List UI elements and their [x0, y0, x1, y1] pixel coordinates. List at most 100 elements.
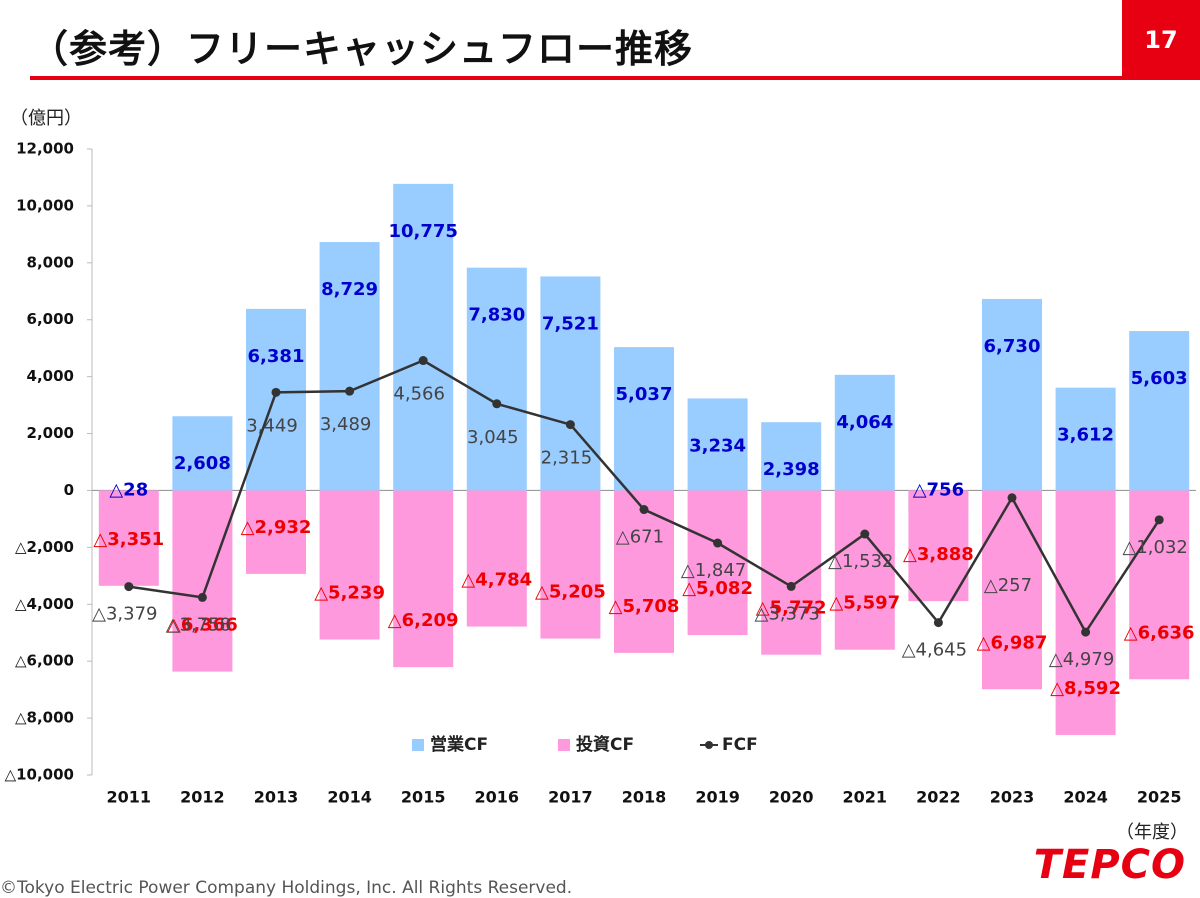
title-underline: [30, 76, 1122, 80]
y-tick-label: 4,000: [27, 367, 74, 385]
y-tick-label: 6,000: [27, 310, 74, 328]
investing-cf-bar: [540, 490, 601, 639]
y-tick-label: △2,000: [15, 538, 74, 556]
fcf-label: △671: [616, 527, 664, 548]
x-axis-unit-label: （年度）: [1116, 822, 1188, 843]
operating-cf-label: 3,612: [1057, 425, 1114, 446]
fcf-label: 4,566: [393, 384, 445, 405]
operating-cf-bar: [319, 242, 380, 491]
legend-swatch: [412, 739, 424, 751]
investing-cf-bar: [834, 490, 895, 650]
x-tick-label: 2024: [1063, 788, 1108, 807]
y-tick-label: 10,000: [16, 196, 74, 214]
x-tick-label: 2019: [695, 788, 740, 807]
fcf-label: △257: [984, 575, 1032, 596]
fcf-point: [639, 505, 649, 515]
operating-cf-label: △28: [109, 479, 148, 500]
x-tick-label: 2015: [401, 788, 446, 807]
operating-cf-label: 8,729: [321, 279, 378, 300]
investing-cf-label: △5,772: [756, 598, 827, 619]
fcf-line-series: [124, 356, 1164, 637]
operating-cf-label: 3,234: [689, 435, 746, 456]
operating-cf-label: 5,603: [1131, 368, 1188, 389]
operating-cf-bar: [540, 276, 601, 491]
operating-cf-label: 5,037: [616, 384, 673, 405]
fcf-point: [124, 582, 134, 592]
investing-cf-bar: [908, 490, 969, 602]
operating-cf-label: 7,830: [468, 305, 525, 326]
investing-cf-label: △4,784: [461, 570, 532, 591]
investing-cf-bar: [687, 490, 748, 636]
investing-cf-label: △2,932: [241, 517, 312, 538]
operating-cf-label: 2,608: [174, 453, 231, 474]
operating-cf-bar: [982, 298, 1042, 491]
fcf-point: [197, 592, 207, 602]
fcf-label: △3,379: [92, 604, 157, 625]
fcf-point: [418, 356, 428, 366]
investing-cf-label: △3,888: [903, 544, 974, 565]
fcf-label: △3,373: [755, 603, 820, 624]
y-tick-label: △10,000: [5, 766, 74, 784]
investing-cf-bar: [614, 490, 674, 653]
fcf-label: △4,645: [902, 640, 967, 661]
page-title: （参考）フリーキャッシュフロー推移: [30, 27, 694, 71]
operating-cf-label: 6,381: [248, 346, 305, 367]
fcf-point: [492, 399, 502, 409]
operating-cf-label: 4,064: [836, 412, 893, 433]
fcf-label: 3,045: [467, 427, 519, 448]
y-tick-label: 0: [64, 481, 74, 499]
operating-cf-bar: [614, 347, 674, 491]
legend-label: FCF: [722, 735, 758, 755]
legend-item: 投資CF: [558, 734, 634, 755]
investing-cf-label: △6,987: [977, 632, 1048, 653]
operating-cf-bar: [687, 398, 748, 491]
operating-cf-bar: [466, 267, 527, 491]
fcf-label: 3,449: [246, 415, 298, 436]
fcf-label: △4,979: [1049, 649, 1114, 670]
operating-cf-bar: [834, 374, 895, 491]
legend-item: FCF: [700, 735, 758, 755]
y-tick-label: 2,000: [27, 424, 74, 442]
chart-data-labels: △28 △3,351 △3,379 2,608 △6,366△3,758 6,381 △2,…: [92, 221, 1194, 699]
y-tick-label: △6,000: [15, 652, 74, 670]
x-tick-label: 2014: [327, 788, 372, 807]
x-tick-label: 2023: [990, 788, 1035, 807]
fcf-point: [565, 420, 575, 430]
investing-cf-bar: [393, 490, 454, 668]
x-tick-label: 2025: [1137, 788, 1182, 807]
legend-swatch-marker: [705, 741, 713, 749]
x-tick-label: 2012: [180, 788, 225, 807]
page-number-badge: 17: [1122, 0, 1200, 80]
y-tick-label: 12,000: [16, 140, 74, 158]
investing-cf-bar: [172, 490, 233, 672]
fcf-point: [271, 387, 281, 397]
investing-cf-label: △6,366: [167, 615, 238, 636]
fcf-label: △1,032: [1123, 537, 1188, 558]
fcf-label: 2,315: [541, 448, 593, 469]
fcf-label: 3,489: [320, 414, 372, 435]
x-tick-label: 2020: [769, 788, 814, 807]
operating-cf-label: 2,398: [763, 459, 820, 480]
operating-cf-bar: [1129, 331, 1190, 491]
investing-cf-bar: [246, 490, 306, 574]
x-tick-label: 2011: [107, 788, 152, 807]
investing-cf-label: △8,592: [1050, 678, 1121, 699]
chart-bars: [98, 183, 1190, 735]
operating-cf-bar: [1055, 387, 1116, 491]
investing-cf-bar: [98, 490, 159, 586]
fcf-point: [1007, 493, 1017, 503]
investing-cf-label: △6,636: [1124, 622, 1195, 643]
investing-cf-bar: [1055, 490, 1116, 735]
tepco-logo: TEPCO: [1033, 842, 1186, 888]
legend-label: 営業CF: [430, 734, 488, 755]
fcf-point: [345, 386, 355, 396]
fcf-point: [1154, 515, 1164, 525]
y-tick-label: △4,000: [15, 595, 74, 613]
x-tick-label: 2022: [916, 788, 961, 807]
investing-cf-bar: [982, 490, 1042, 690]
fcf-point: [1081, 627, 1091, 637]
investing-cf-label: △6,209: [388, 610, 459, 631]
investing-cf-label: △3,351: [93, 529, 164, 550]
fcf-point: [933, 618, 943, 628]
